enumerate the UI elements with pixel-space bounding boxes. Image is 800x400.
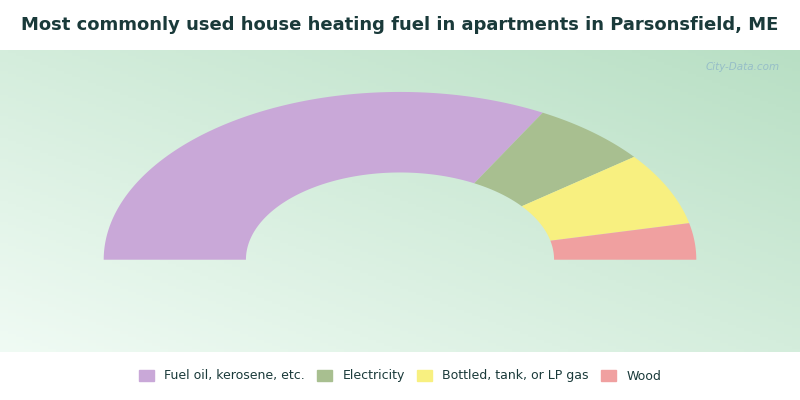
Polygon shape [104, 92, 542, 260]
Polygon shape [550, 223, 696, 260]
Text: Most commonly used house heating fuel in apartments in Parsonsfield, ME: Most commonly used house heating fuel in… [22, 16, 778, 34]
Text: City-Data.com: City-Data.com [705, 62, 779, 72]
Legend: Fuel oil, kerosene, etc., Electricity, Bottled, tank, or LP gas, Wood: Fuel oil, kerosene, etc., Electricity, B… [139, 370, 661, 382]
Polygon shape [522, 157, 689, 241]
Polygon shape [474, 113, 634, 206]
